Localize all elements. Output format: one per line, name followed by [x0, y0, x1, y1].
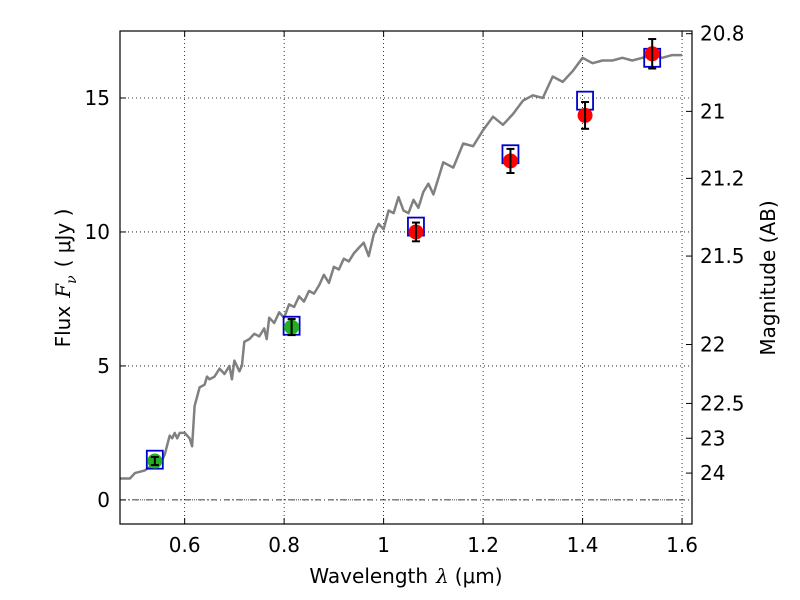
- plot-frame: [119, 30, 693, 525]
- y-tick-label: 10: [85, 220, 110, 244]
- model-spectrum-line: [120, 53, 683, 480]
- model-square-marker: [145, 449, 164, 470]
- x-tick-label: 1.2: [467, 533, 499, 557]
- y2-tick-label: 21.5: [700, 244, 745, 268]
- y-tick-label: 15: [85, 86, 110, 110]
- x-tick-label: 0.8: [268, 533, 300, 557]
- y-tick-label: 0: [97, 488, 110, 512]
- spectrum-polyline: [120, 53, 683, 480]
- x-axis-title: Wavelength λ (μm): [309, 564, 502, 588]
- x-tick-label: 1.4: [567, 533, 599, 557]
- y2-tick-label: 21.2: [700, 166, 745, 190]
- y2-tick-label: 21: [700, 99, 725, 123]
- y2-tick-label: 22.5: [700, 391, 745, 415]
- y-axis-title: FluxFν( μJy ): [51, 209, 80, 348]
- y2-tick-label: 20.8: [700, 22, 745, 46]
- y2-tick-label: 22: [700, 332, 725, 356]
- data-markers: [145, 38, 662, 470]
- y2-tick-label: 24: [700, 461, 725, 485]
- x-tick-label: 0.6: [169, 533, 201, 557]
- y2-axis-title: Magnitude (AB): [756, 200, 780, 355]
- axis-ticks: 0.6 0.8 1 1.2 1.4 1.6 0 5 10 15 20.8 21 21.2 21.5 22 22…: [85, 22, 745, 557]
- x-tick-label: 1.6: [666, 533, 698, 557]
- x-tick-label: 1: [377, 533, 390, 557]
- y2-tick-label: 23: [700, 426, 725, 450]
- y-tick-label: 5: [97, 354, 110, 378]
- gridlines: [120, 31, 692, 524]
